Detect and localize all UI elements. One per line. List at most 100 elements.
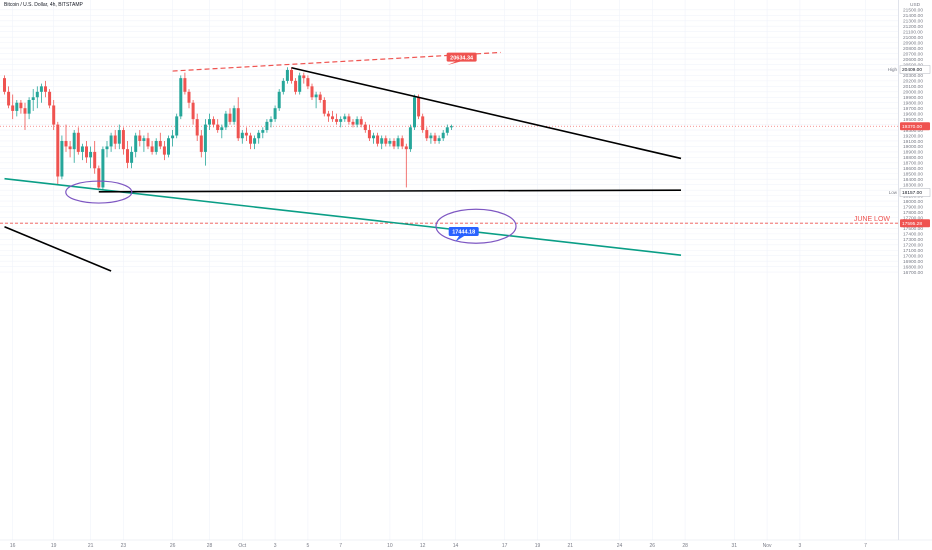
candles-layer: [3, 67, 453, 191]
candle-body: [134, 135, 138, 152]
candle-body: [343, 116, 347, 120]
candle-body: [285, 69, 289, 81]
y-tick-label: 17700.00: [903, 215, 923, 221]
y-tick-label: 17300.00: [903, 237, 923, 243]
y-tick-label: 21100.00: [903, 29, 923, 35]
candle-body: [322, 99, 326, 114]
candle-body: [298, 75, 302, 92]
candle-body: [249, 135, 252, 144]
callout-pointer: [447, 60, 464, 66]
candle-body: [314, 94, 318, 98]
y-tick-label: 20300.00: [903, 73, 923, 79]
candle-body: [265, 121, 269, 131]
candle-body: [23, 108, 27, 114]
y-tick-label: 20200.00: [903, 79, 923, 85]
candle-body: [396, 138, 400, 147]
candle-body: [421, 116, 425, 131]
candle-body: [404, 146, 408, 150]
high-label: High: [888, 67, 898, 72]
y-tick-label: 17400.00: [903, 232, 923, 238]
y-tick-label: 17200.00: [903, 243, 923, 249]
candle-body: [158, 140, 162, 147]
y-tick-label: 21000.00: [903, 35, 923, 41]
y-tick-label: 21300.00: [903, 19, 923, 25]
x-tick-label: 31: [732, 543, 738, 549]
candle-body: [85, 146, 88, 158]
x-tick-label: 26: [650, 543, 656, 549]
candle-body: [294, 80, 298, 92]
candle-body: [220, 127, 224, 131]
annotation-circle-right: [435, 208, 517, 244]
candle-body: [335, 119, 339, 122]
candle-body: [228, 113, 232, 122]
candle-body: [380, 138, 384, 144]
candle-body: [281, 80, 285, 92]
candle-body: [68, 146, 72, 150]
descending-trend-line-lower: [4, 226, 112, 272]
y-tick-label: 20600.00: [903, 57, 923, 63]
low-badge-text: 18157.00: [902, 190, 922, 196]
candle-body: [261, 130, 265, 133]
candle-body: [183, 78, 187, 92]
candle-body: [101, 149, 105, 188]
candle-body: [208, 119, 211, 125]
callout-pointer: [455, 234, 466, 242]
candle-body: [302, 75, 306, 79]
y-tick-label: 19900.00: [903, 95, 923, 101]
candle-body: [80, 146, 84, 152]
candle-body: [187, 91, 191, 103]
y-tick-label: 19600.00: [903, 111, 923, 117]
candle-body: [195, 119, 199, 136]
y-tick-label: 16700.00: [903, 270, 923, 276]
x-tick-label: 3: [799, 543, 802, 549]
x-tick-label: 21: [88, 543, 94, 549]
candle-body: [310, 86, 314, 98]
candle-body: [146, 138, 150, 147]
annotation-circle-left: [65, 180, 133, 204]
candle-body: [236, 108, 240, 139]
candle-body: [52, 105, 56, 125]
low-label: Low: [889, 190, 898, 195]
x-tick-label: Nov: [763, 543, 772, 549]
triangle-upper-line: [291, 66, 682, 160]
candle-body: [347, 116, 351, 122]
candle-body: [113, 135, 117, 144]
price-axis-divider: [898, 0, 899, 540]
callout-label: 20634.34: [450, 55, 474, 61]
y-tick-label: 21200.00: [903, 24, 923, 30]
candle-body: [384, 138, 388, 144]
candle-body: [355, 119, 359, 125]
x-tick-label: 19: [535, 543, 541, 549]
y-tick-label: 18300.00: [903, 182, 923, 188]
candle-body: [400, 138, 404, 147]
candle-body: [138, 135, 142, 141]
candle-body: [60, 140, 64, 177]
x-tick-label: 28: [682, 543, 688, 549]
y-tick-label: 19800.00: [903, 101, 923, 107]
y-tick-label: 21500.00: [903, 8, 923, 14]
candle-body: [39, 86, 43, 92]
candle-body: [105, 146, 109, 150]
x-tick-label: 23: [121, 543, 127, 549]
candle-body: [171, 135, 175, 139]
y-tick-label: 19500.00: [903, 117, 923, 123]
candle-body: [150, 146, 154, 152]
candle-body: [7, 91, 11, 106]
y-tick-label: 16800.00: [903, 264, 923, 270]
y-tick-label: 17800.00: [903, 210, 923, 216]
y-tick-label: 19100.00: [903, 139, 923, 145]
candle-body: [89, 151, 93, 158]
last-price-badge-box: [900, 122, 930, 131]
candle-body: [367, 130, 371, 139]
candle-body: [290, 69, 293, 81]
x-tick-label: 16: [10, 543, 16, 549]
callout-label: 17444.18: [452, 230, 475, 236]
candle-body: [253, 138, 257, 144]
candle-body: [31, 97, 35, 100]
currency-label: USD: [910, 2, 921, 8]
candle-body: [326, 113, 330, 117]
candle-body: [277, 91, 281, 109]
symbol-title: Bitcoin / U.S. Dollar, 4h, BITSTAMP: [4, 2, 83, 8]
